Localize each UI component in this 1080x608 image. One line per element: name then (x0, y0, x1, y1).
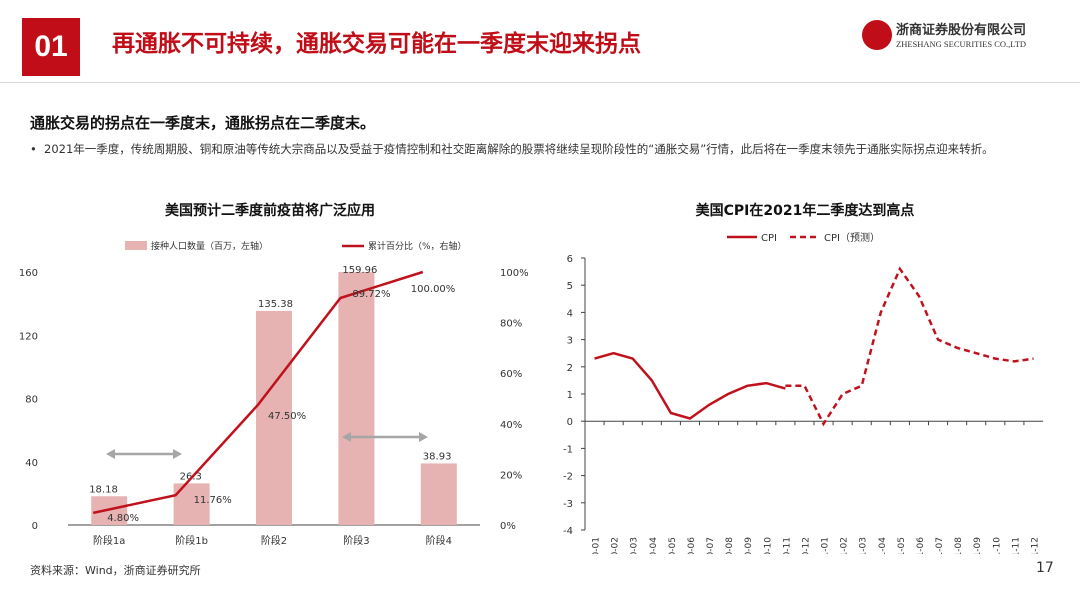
y-right-tick-label: 20% (500, 470, 522, 481)
bar (420, 463, 457, 525)
y-right-tick-label: 40% (500, 420, 522, 431)
logo-mark-icon (862, 20, 892, 50)
logo-chinese-name: 浙商证券股份有限公司 (896, 23, 1027, 38)
arrow-head-left-icon (106, 449, 115, 459)
y-tick-label: 6 (567, 254, 573, 265)
chart-title: 美国CPI在2021年二季度达到高点 (696, 202, 915, 219)
x-tick-label: 2020-08 (725, 537, 735, 554)
x-tick-label: 2020-07 (706, 537, 716, 554)
line-data-label: 4.80% (107, 513, 139, 524)
bullet-paragraph: • 2021年一季度，传统周期股、铜和原油等传统大宗商品以及受益于疫情控制和社交… (30, 140, 1060, 159)
x-tick-label: 2021-09 (973, 537, 983, 554)
line-data-label: 47.50% (268, 411, 306, 422)
y-right-tick-label: 60% (500, 369, 522, 380)
x-tick-label: 2020-01 (592, 537, 602, 554)
y-tick-label: 1 (567, 390, 573, 401)
bar-data-label: 18.18 (89, 484, 118, 495)
y-tick-label: -2 (563, 472, 573, 483)
arrow-head-left-icon (342, 432, 351, 442)
x-tick-label: 2021-04 (878, 537, 888, 554)
source-note: 资料来源：Wind，浙商证券研究所 (30, 564, 201, 577)
x-tick-label: 2021-08 (954, 537, 964, 554)
x-tick-label: 2021-01 (821, 537, 831, 554)
cpi-chart: 美国CPI在2021年二季度达到高点 CPI CPI（预测） 6 5 4 3 2 1 0 -1 -2 -… (563, 202, 1043, 554)
x-tick-label: 2021-06 (916, 537, 926, 554)
legend-bar-label: 接种人口数量（百万，左轴） (151, 240, 268, 252)
x-tick-label: 2020-04 (649, 537, 659, 554)
x-tick-label: 阶段1a (93, 534, 126, 547)
bar (256, 310, 292, 525)
x-tick-label: 2020-06 (687, 537, 697, 554)
y-left-tick-label: 0 (32, 521, 38, 532)
section-number-badge: 01 (22, 18, 80, 76)
bar-data-label: 38.93 (423, 451, 452, 462)
legend-forecast-label: CPI（预测） (824, 231, 880, 244)
page-number: 17 (1036, 560, 1054, 576)
arrow-head-right-icon (173, 449, 182, 459)
x-tick-label: 2021-12 (1030, 537, 1040, 554)
y-tick-label: 2 (567, 363, 573, 374)
x-tick-label: 阶段3 (343, 534, 369, 547)
x-tick-label: 2020-10 (763, 537, 773, 554)
x-tick-label: 2021-10 (992, 537, 1002, 554)
x-tick-label: 2021-11 (1011, 537, 1021, 554)
x-tick-label: 2021-02 (840, 537, 850, 554)
legend-line-label: 累计百分比（%，右轴） (368, 240, 467, 252)
x-tick-label: 2020-03 (630, 537, 640, 554)
x-tick-label: 2021-03 (859, 537, 869, 554)
double-arrow-annotation (342, 432, 428, 442)
x-tick-label: 阶段4 (426, 534, 452, 547)
y-left-tick-label: 80 (25, 395, 38, 406)
y-tick-label: -4 (563, 526, 573, 537)
bar-data-label: 159.96 (342, 265, 377, 276)
y-right-tick-label: 0% (500, 521, 516, 532)
header-divider (0, 82, 1080, 83)
y-left-tick-label: 120 (20, 331, 38, 342)
logo-english-name: ZHESHANG SECURITIES CO.,LTD (896, 39, 1027, 49)
bullet-text: 2021年一季度，传统周期股、铜和原油等传统大宗商品以及受益于疫情控制和社交距离… (44, 142, 994, 156)
y-tick-label: 5 (567, 281, 573, 292)
y-right-tick-label: 100% (500, 268, 529, 279)
x-tick-label: 2020-09 (744, 537, 754, 554)
double-arrow-annotation (106, 449, 182, 459)
bullet-marker: • (30, 142, 37, 156)
cumulative-line (92, 270, 424, 515)
x-tick-label: 2020-02 (611, 537, 621, 554)
subheading: 通胀交易的拐点在一季度末，通胀拐点在二季度末。 (30, 114, 376, 132)
legend-cpi-label: CPI (761, 233, 777, 244)
y-left-tick-label: 40 (25, 458, 38, 469)
line-data-label: 100.00% (411, 284, 456, 295)
line-data-label: 89.72% (352, 289, 390, 300)
line-data-label: 11.76% (194, 495, 232, 506)
x-tick-label: 阶段2 (261, 534, 287, 547)
chart-title: 美国预计二季度前疫苗将广泛应用 (165, 202, 375, 219)
x-tick-label: 2021-05 (897, 537, 907, 554)
x-tick-label: 2020-11 (782, 537, 792, 554)
x-tick-label: 2020-05 (668, 537, 678, 554)
bar-data-label: 135.38 (258, 299, 293, 310)
y-tick-label: 0 (567, 417, 573, 428)
y-right-tick-label: 80% (500, 319, 522, 330)
page-title: 再通胀不可持续，通胀交易可能在一季度末迎来拐点 (112, 31, 641, 57)
y-left-tick-label: 160 (20, 268, 38, 279)
y-tick-label: -3 (563, 499, 573, 510)
y-tick-label: -1 (563, 444, 573, 455)
cpi-forecast-line (785, 266, 1034, 427)
cpi-actual-line (594, 351, 786, 420)
bar (338, 272, 375, 525)
x-tick-label: 2021-07 (935, 537, 945, 554)
y-tick-label: 4 (567, 308, 573, 319)
x-tick-label: 2020-12 (801, 537, 811, 554)
x-tick-label: 阶段1b (175, 534, 208, 547)
y-tick-label: 3 (567, 336, 573, 347)
arrow-head-right-icon (419, 432, 428, 442)
legend-bar-swatch (125, 241, 147, 250)
company-logo: 浙商证券股份有限公司 ZHESHANG SECURITIES CO.,LTD (862, 19, 1062, 53)
